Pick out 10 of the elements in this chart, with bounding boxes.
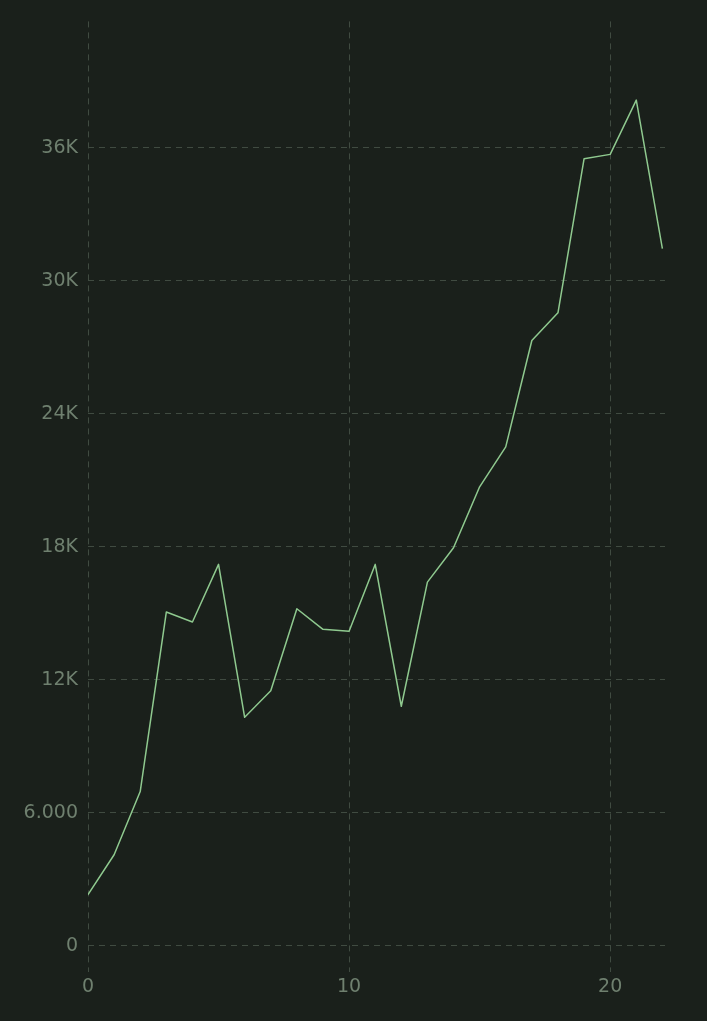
y-tick-label: 30K <box>41 267 79 290</box>
y-tick-label: 12K <box>41 666 79 689</box>
y-tick-label: 6.000 <box>23 799 78 822</box>
y-tick-label: 18K <box>41 533 79 556</box>
x-tick-label: 0 <box>81 973 95 996</box>
y-tick-label: 0 <box>65 932 78 955</box>
y-tick-label: 36K <box>41 134 79 157</box>
x-tick-label: 10 <box>336 973 362 996</box>
x-tick-label: 20 <box>598 973 623 996</box>
y-tick-label: 24K <box>41 400 79 423</box>
